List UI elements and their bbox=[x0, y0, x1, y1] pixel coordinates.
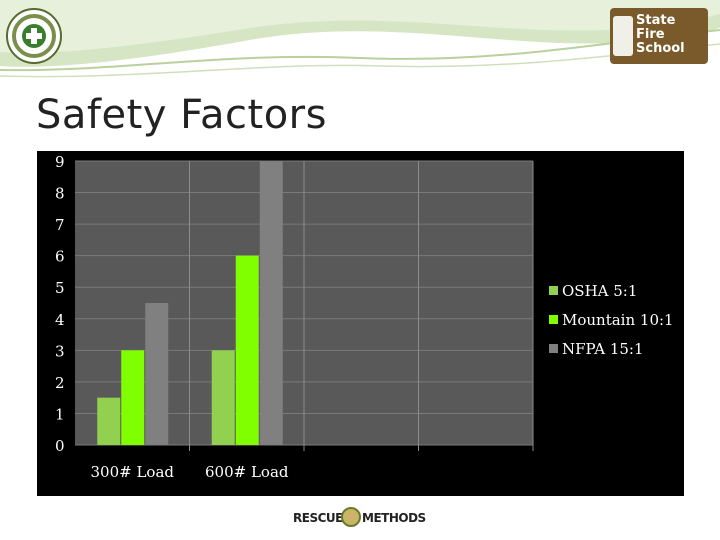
y-tick-label: 4 bbox=[55, 311, 65, 329]
y-tick-label: 2 bbox=[55, 374, 65, 392]
bar-chart: 0 1 2 3 4 5 6 7 8 9 300# Load 600# Load OSHA 5:1 Moun… bbox=[55, 153, 674, 481]
y-tick-label: 6 bbox=[55, 248, 65, 266]
bar bbox=[259, 161, 283, 445]
shield-icon bbox=[613, 16, 633, 56]
y-tick-label: 1 bbox=[55, 405, 65, 423]
bar bbox=[121, 350, 145, 445]
safety-seal-icon bbox=[6, 8, 62, 64]
legend-label: OSHA 5:1 bbox=[562, 282, 637, 300]
logo-text: State Fire School bbox=[636, 14, 706, 56]
y-tick-label: 9 bbox=[55, 153, 65, 171]
legend-label: Mountain 10:1 bbox=[562, 311, 674, 329]
logo-line-2: Fire School bbox=[636, 27, 685, 56]
legend-label: NFPA 15:1 bbox=[562, 340, 644, 358]
page-title: Safety Factors bbox=[36, 92, 327, 138]
bar bbox=[145, 303, 169, 445]
logo-line-1: State bbox=[636, 13, 676, 28]
y-tick-label: 3 bbox=[55, 342, 65, 360]
y-tick-label: 5 bbox=[55, 279, 65, 297]
bar bbox=[211, 350, 235, 445]
emblem-icon bbox=[341, 507, 361, 527]
state-fire-school-logo: State Fire School bbox=[610, 8, 708, 64]
footer-logo-word-left: RESCUE bbox=[293, 511, 343, 525]
chart-container: 0 1 2 3 4 5 6 7 8 9 300# Load 600# Load OSHA 5:1 Moun… bbox=[37, 151, 684, 496]
y-tick-label: 7 bbox=[55, 216, 65, 234]
legend-swatch bbox=[549, 315, 558, 324]
y-tick-label: 0 bbox=[55, 437, 65, 455]
y-tick-label: 8 bbox=[55, 185, 65, 203]
bar bbox=[97, 397, 121, 445]
legend-swatch bbox=[549, 344, 558, 353]
x-tick-label: 300# Load bbox=[90, 463, 174, 481]
footer-logo-word-right: METHODS bbox=[362, 511, 426, 525]
x-tick-label: 600# Load bbox=[205, 463, 289, 481]
legend-swatch bbox=[549, 286, 558, 295]
bar bbox=[235, 255, 259, 445]
